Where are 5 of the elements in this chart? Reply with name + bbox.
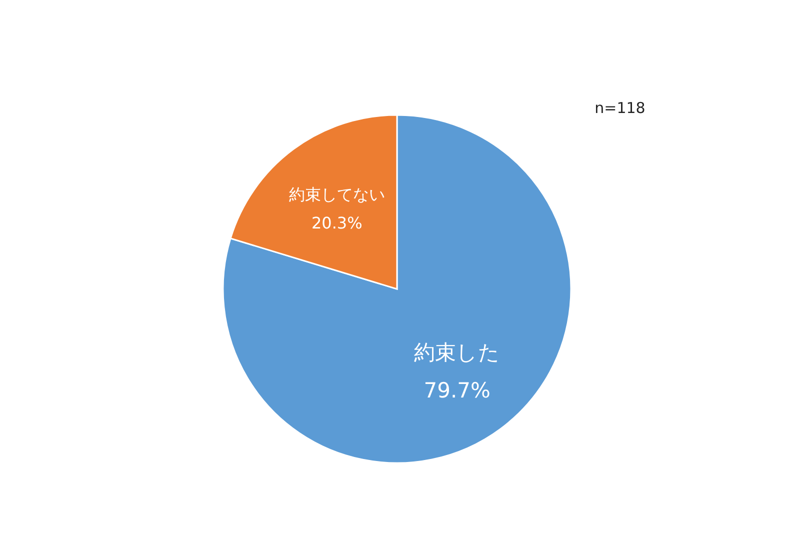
slice-label: 約束した [414, 340, 500, 365]
slice-label: 約束してない [288, 184, 385, 204]
data-label: 79.7% [424, 378, 490, 402]
data-label: 20.3% [312, 214, 362, 233]
text: n=118 [594, 99, 646, 117]
